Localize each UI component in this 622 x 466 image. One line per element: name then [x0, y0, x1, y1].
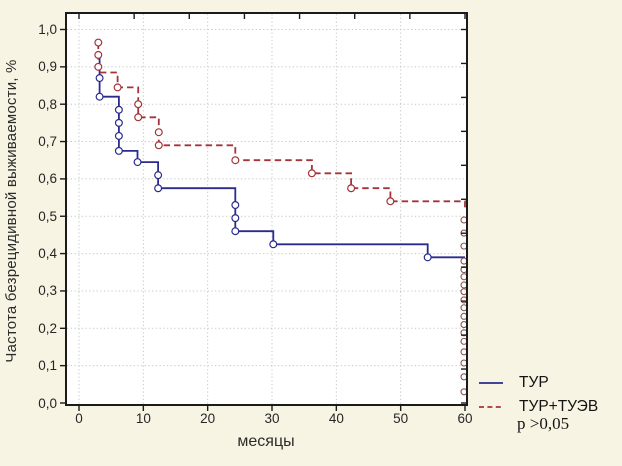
series-markers-0	[95, 74, 432, 262]
y-tick-label: 0,6	[38, 171, 57, 187]
plot-background	[66, 13, 467, 405]
series-line-1	[97, 42, 466, 209]
legend-solid-line-icon	[479, 382, 503, 384]
x-tick-label: 60	[457, 411, 473, 426]
p-value-annotation: p >0,05	[517, 414, 570, 433]
x-tick-label: 10	[135, 411, 151, 426]
legend-item-tur-tuev: ТУР+ТУЭВ	[478, 395, 622, 419]
axis-ticks	[60, 13, 467, 411]
legend-dashed-line-icon	[479, 406, 503, 408]
legend-label-tur: ТУР	[519, 374, 549, 391]
y-tick-label: 1,0	[38, 22, 57, 37]
y-tick-label: 0,0	[38, 395, 57, 411]
x-tick-label: 30	[264, 411, 280, 426]
y-tick-label: 0,2	[38, 320, 57, 336]
plot-frame	[65, 12, 468, 406]
series-markers-1	[94, 38, 395, 206]
x-tick-label: 20	[200, 411, 216, 426]
x-axis-title: месяцы	[237, 433, 295, 450]
x-tick-label: 50	[393, 411, 409, 426]
y-tick-label: 0,4	[38, 246, 57, 262]
x-tick-label: 0	[75, 411, 83, 426]
x-tick-label: 40	[328, 411, 344, 426]
chart-legend: ТУР ТУР+ТУЭВ	[478, 371, 622, 419]
y-tick-label: 0,7	[38, 134, 57, 150]
y-axis-title: Частота безрецидивной выживаемости, %	[3, 59, 20, 363]
y-tick-label: 0,9	[38, 59, 57, 75]
y-tick-label: 0,5	[38, 208, 57, 224]
legend-item-tur: ТУР	[478, 371, 622, 395]
y-tick-label: 0,1	[38, 358, 57, 374]
y-tick-label: 0,8	[38, 96, 57, 112]
legend-label-tur-tuev: ТУР+ТУЭВ	[519, 398, 599, 415]
y-tick-label: 0,3	[38, 283, 57, 299]
